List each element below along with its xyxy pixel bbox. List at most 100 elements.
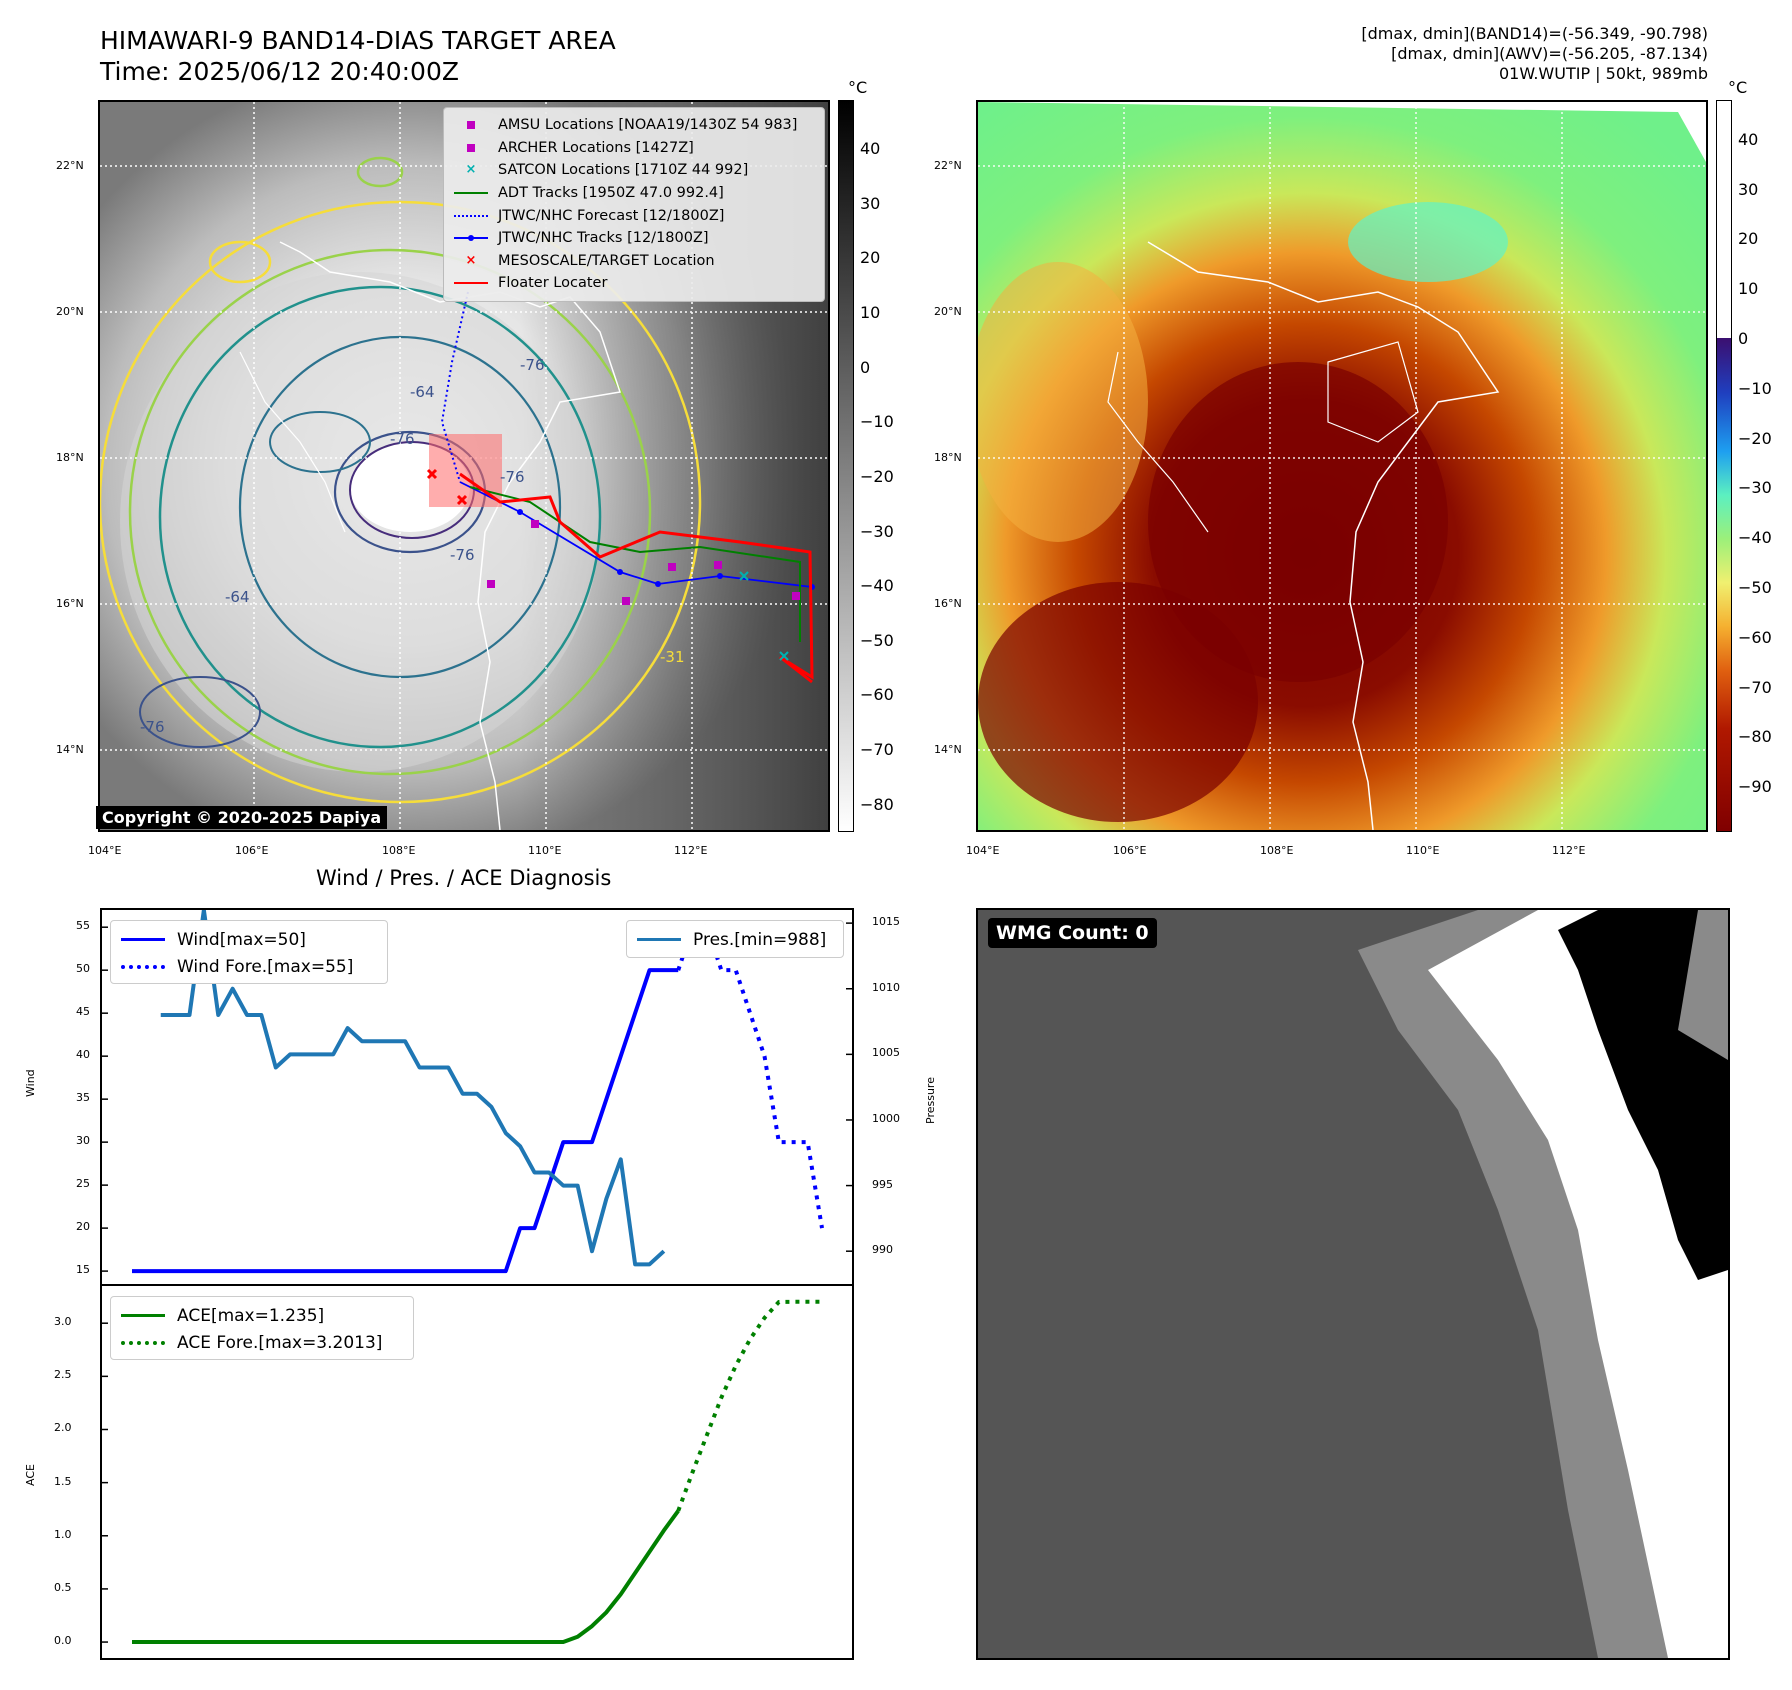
legend-label: AMSU Locations [NOAA19/1430Z 54 983] <box>498 117 798 134</box>
awv-colorbar-unit: °C <box>1728 78 1748 97</box>
ace-y-tick-label: 1.0 <box>54 1527 72 1541</box>
line-icon <box>635 933 685 947</box>
lon-tick-label: 104°E <box>966 844 1000 857</box>
legend-item-tracks: JTWC/NHC Tracks [12/1800Z] <box>452 227 816 250</box>
lon-tick-label: 110°E <box>528 844 562 857</box>
colorbar-tick-label: −90 <box>1738 777 1772 797</box>
legend-item-archer: ARCHER Locations [1427Z] <box>452 137 816 160</box>
legend-label: SATCON Locations [1710Z 44 992] <box>498 162 749 179</box>
lon-tick-label: 112°E <box>1552 844 1586 857</box>
legend-label: JTWC/NHC Tracks [12/1800Z] <box>498 230 709 247</box>
square-marker-icon <box>452 118 490 132</box>
awv-map-panel <box>976 100 1708 832</box>
colorbar-tick-label: −50 <box>1738 578 1772 597</box>
legend-item-forecast: JTWC/NHC Forecast [12/1800Z] <box>452 204 816 227</box>
lat-tick-label: 16°N <box>934 597 962 610</box>
wind-y-label: Wind <box>24 1069 37 1097</box>
ace-y-tick-label: 0.5 <box>54 1580 72 1594</box>
colorbar-tick-label: −40 <box>860 576 894 596</box>
series-line-2 <box>160 910 666 1267</box>
awv-map-image <box>978 102 1706 830</box>
colorbar-tick-label: 10 <box>860 303 881 323</box>
wind-legend: Wind[max=50] Wind Fore.[max=55] <box>110 920 388 984</box>
x-marker-icon: × <box>465 252 477 268</box>
legend-label: Floater Locater <box>498 275 608 292</box>
legend-label: Pres.[min=988] <box>693 929 827 950</box>
line-icon <box>119 1309 169 1323</box>
legend-item-pressure: Pres.[min=988] <box>635 926 835 953</box>
ace-y-tick-label: 0.0 <box>54 1634 72 1648</box>
ace-y-tick-label: 1.5 <box>54 1474 72 1488</box>
ace-series-line-1 <box>676 1299 822 1512</box>
legend-label: ADT Tracks [1950Z 47.0 992.4] <box>498 185 724 202</box>
legend-item-satcon: × SATCON Locations [1710Z 44 992] <box>452 159 816 182</box>
info-storm: 01W.WUTIP | 50kt, 989mb <box>1498 64 1708 83</box>
lat-tick-label: 14°N <box>56 743 84 756</box>
colorbar-tick-label: −70 <box>1738 677 1772 697</box>
colorbar-tick-label: 0 <box>860 357 871 377</box>
pressure-y-label: Pressure <box>924 1077 937 1124</box>
colorbar-tick-label: −30 <box>860 521 894 541</box>
lat-tick-label: 22°N <box>56 159 84 172</box>
colorbar-tick-label: −30 <box>1738 478 1772 498</box>
legend-item-wind-forecast: Wind Fore.[max=55] <box>119 953 379 980</box>
info-awv: [dmax, dmin](AWV)=(-56.205, -87.134) <box>1391 44 1708 63</box>
chart-time: Time: 2025/06/12 20:40:00Z <box>100 57 459 86</box>
lat-tick-label: 20°N <box>56 305 84 318</box>
lat-tick-label: 22°N <box>934 159 962 172</box>
wmg-count-badge: WMG Count: 0 <box>988 918 1157 948</box>
dotted-line-icon <box>119 1336 169 1350</box>
lon-tick-label: 106°E <box>1113 844 1147 857</box>
lon-tick-label: 110°E <box>1406 844 1440 857</box>
lat-tick-label: 16°N <box>56 597 84 610</box>
colorbar-tick-label: −80 <box>860 794 894 814</box>
series-line-0 <box>132 968 679 1274</box>
ace-y-tick-label: 2.5 <box>54 1368 72 1382</box>
pressure-y-tick-label: 1015 <box>872 915 900 929</box>
dotted-line-icon <box>119 960 169 974</box>
legend-label: JTWC/NHC Forecast [12/1800Z] <box>498 207 725 224</box>
legend-item-amsu: AMSU Locations [NOAA19/1430Z 54 983] <box>452 114 816 137</box>
contour-label: -64 <box>225 588 250 606</box>
series-line-1 <box>676 925 824 1229</box>
colorbar-tick-label: −10 <box>860 412 894 432</box>
colorbar-tick-label: −20 <box>1738 428 1772 448</box>
lon-tick-label: 108°E <box>1260 844 1294 857</box>
contour-label: -31 <box>660 648 685 666</box>
wind-y-tick-label: 50 <box>76 962 90 976</box>
ace-y-tick-label: 3.0 <box>54 1315 72 1329</box>
wind-pressure-chart: Wind[max=50] Wind Fore.[max=55] Pres.[mi… <box>100 908 854 1286</box>
colorbar-tick-label: −80 <box>1738 727 1772 747</box>
colorbar-tick-label: 40 <box>1738 129 1759 149</box>
legend-label: ACE Fore.[max=3.2013] <box>177 1332 383 1353</box>
ace-legend: ACE[max=1.235] ACE Fore.[max=3.2013] <box>110 1296 414 1360</box>
contour-label: -64 <box>410 383 435 401</box>
legend-item-ace: ACE[max=1.235] <box>119 1302 405 1329</box>
legend-item-target: × MESOSCALE/TARGET Location <box>452 250 816 273</box>
line-icon <box>119 933 169 947</box>
wmg-image <box>1358 910 1728 1658</box>
wind-y-tick-label: 55 <box>76 919 90 933</box>
wind-y-tick-label: 30 <box>76 1134 90 1148</box>
contour-label: -76 <box>450 546 475 564</box>
legend-label: Wind Fore.[max=55] <box>177 956 354 977</box>
colorbar-tick-label: −50 <box>860 630 894 650</box>
ir-colorbar-unit: °C <box>848 78 868 97</box>
lat-tick-label: 14°N <box>934 743 962 756</box>
colorbar-tick-label: 40 <box>860 139 881 159</box>
wind-y-tick-label: 25 <box>76 1177 90 1191</box>
legend-label: Wind[max=50] <box>177 929 306 950</box>
legend-label: ARCHER Locations [1427Z] <box>498 139 694 156</box>
lon-tick-label: 108°E <box>382 844 416 857</box>
colorbar-tick-label: 20 <box>1738 229 1759 249</box>
pressure-y-tick-label: 995 <box>872 1177 893 1191</box>
colorbar-tick-label: 30 <box>1738 179 1759 199</box>
lon-tick-label: 104°E <box>88 844 122 857</box>
copyright-badge: Copyright © 2020-2025 Dapiya <box>96 806 388 829</box>
pressure-y-tick-label: 1000 <box>872 1111 900 1125</box>
pressure-y-tick-label: 1010 <box>872 980 900 994</box>
wind-pressure-plot <box>102 910 852 1274</box>
contour-label: -76 <box>520 356 545 374</box>
pressure-y-tick-label: 990 <box>872 1243 893 1257</box>
legend-item-ace-forecast: ACE Fore.[max=3.2013] <box>119 1329 405 1356</box>
